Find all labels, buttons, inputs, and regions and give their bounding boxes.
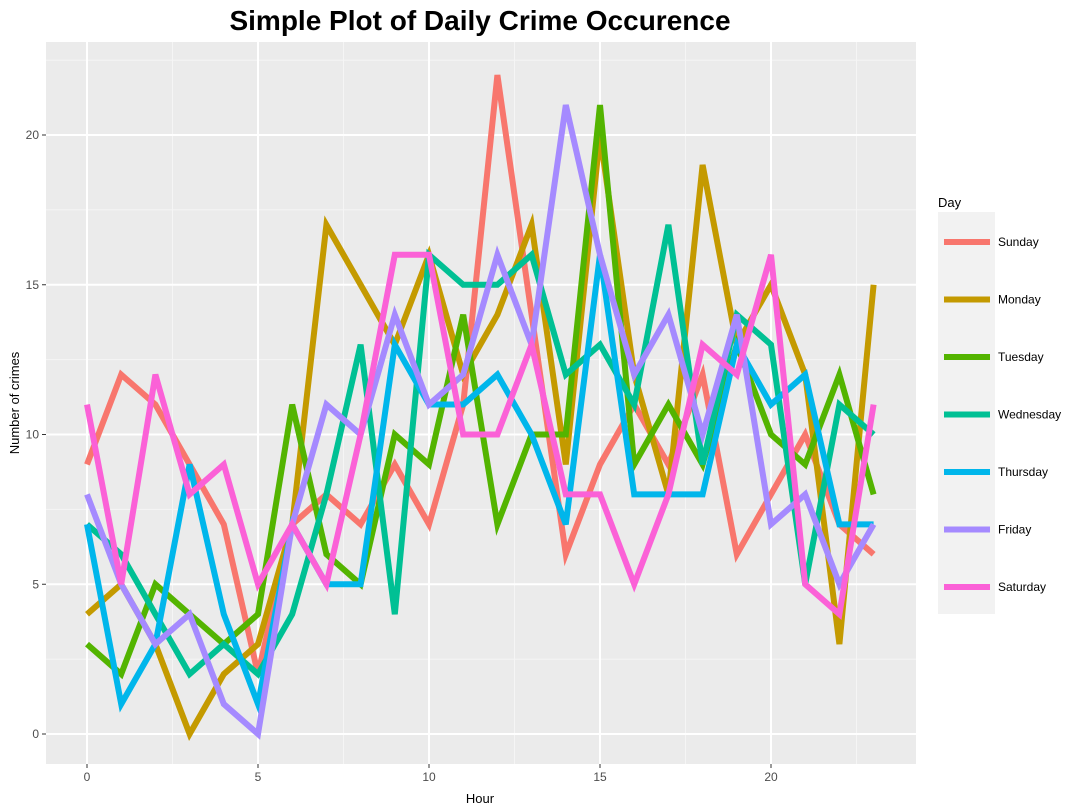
legend-label-thursday: Thursday <box>998 465 1048 479</box>
y-tick-label: 5 <box>32 577 39 591</box>
y-axis-ticks: 0 5 10 15 20 <box>26 128 46 741</box>
x-tick-label: 10 <box>422 770 436 784</box>
y-tick-label: 20 <box>26 128 40 142</box>
x-tick-label: 0 <box>84 770 91 784</box>
legend-label-monday: Monday <box>998 293 1041 307</box>
y-tick-label: 10 <box>26 428 40 442</box>
legend-label-wednesday: Wednesday <box>998 408 1061 422</box>
legend-label-friday: Friday <box>998 523 1031 537</box>
legend-title: Day <box>938 195 962 210</box>
x-tick-label: 20 <box>764 770 778 784</box>
x-tick-label: 15 <box>593 770 607 784</box>
x-axis-ticks: 0 5 10 15 20 <box>84 764 778 784</box>
series-lines <box>84 74 877 742</box>
series-line-sunday <box>84 74 876 675</box>
legend-label-sunday: Sunday <box>998 235 1039 249</box>
legend-items: Sunday Monday Tuesday Wednesday Thursday Frid… <box>944 235 1061 594</box>
x-axis-title: Hour <box>466 791 495 806</box>
y-tick-label: 0 <box>32 727 39 741</box>
y-tick-label: 15 <box>26 278 40 292</box>
series-line-saturday <box>84 251 877 621</box>
y-axis-title: Number of crimes <box>7 351 22 454</box>
legend: Day Sunday Monday Tuesday Wednesday Thursday… <box>938 195 1061 614</box>
chart-title: Simple Plot of Daily Crime Occurence <box>229 5 730 36</box>
series-line-wednesday <box>85 224 876 679</box>
x-tick-label: 5 <box>255 770 262 784</box>
legend-label-tuesday: Tuesday <box>998 350 1044 364</box>
legend-label-saturday: Saturday <box>998 580 1046 594</box>
